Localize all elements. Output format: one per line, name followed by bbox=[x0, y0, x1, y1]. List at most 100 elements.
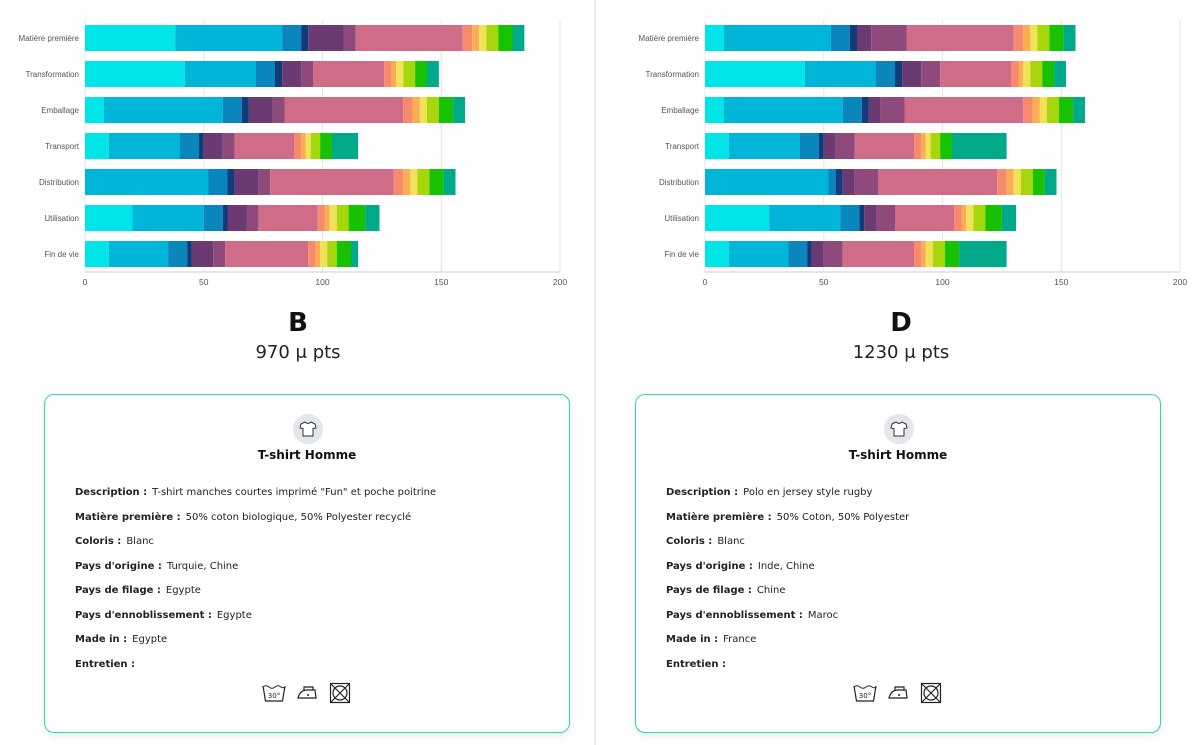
bar-segment[interactable] bbox=[410, 169, 418, 195]
bar-segment[interactable] bbox=[823, 133, 836, 159]
bar-segment[interactable] bbox=[1073, 97, 1085, 123]
bar-segment[interactable] bbox=[1039, 97, 1047, 123]
bar-segment[interactable] bbox=[705, 61, 805, 87]
bar-segment[interactable] bbox=[904, 97, 1024, 123]
bar-segment[interactable] bbox=[227, 205, 247, 231]
bar-segment[interactable] bbox=[258, 205, 318, 231]
bar-segment[interactable] bbox=[1023, 97, 1033, 123]
bar-segment[interactable] bbox=[876, 61, 895, 87]
bar-segment[interactable] bbox=[959, 241, 1007, 267]
bar-segment[interactable] bbox=[282, 61, 302, 87]
bar-segment[interactable] bbox=[308, 25, 344, 51]
bar-segment[interactable] bbox=[275, 61, 283, 87]
bar-segment[interactable] bbox=[1006, 169, 1014, 195]
bar-segment[interactable] bbox=[921, 61, 941, 87]
bar-segment[interactable] bbox=[443, 169, 456, 195]
bar-segment[interactable] bbox=[1049, 25, 1064, 51]
bar-segment[interactable] bbox=[859, 205, 865, 231]
bar-segment[interactable] bbox=[705, 97, 724, 123]
bar-segment[interactable] bbox=[272, 97, 285, 123]
bar-segment[interactable] bbox=[313, 61, 385, 87]
bar-segment[interactable] bbox=[880, 97, 905, 123]
bar-segment[interactable] bbox=[1032, 169, 1045, 195]
bar-segment[interactable] bbox=[819, 133, 824, 159]
bar-segment[interactable] bbox=[384, 61, 392, 87]
bar-segment[interactable] bbox=[849, 25, 857, 51]
bar-segment[interactable] bbox=[1044, 169, 1057, 195]
bar-segment[interactable] bbox=[108, 133, 180, 159]
bar-segment[interactable] bbox=[301, 133, 306, 159]
bar-segment[interactable] bbox=[227, 169, 235, 195]
bar-segment[interactable] bbox=[320, 133, 332, 159]
bar-segment[interactable] bbox=[842, 241, 914, 267]
bar-segment[interactable] bbox=[222, 205, 228, 231]
bar-segment[interactable] bbox=[462, 25, 473, 51]
bar-segment[interactable] bbox=[486, 25, 499, 51]
bar-segment[interactable] bbox=[902, 61, 922, 87]
bar-segment[interactable] bbox=[270, 169, 394, 195]
bar-segment[interactable] bbox=[472, 25, 480, 51]
bar-segment[interactable] bbox=[294, 133, 302, 159]
bar-segment[interactable] bbox=[1063, 25, 1076, 51]
bar-segment[interactable] bbox=[393, 169, 404, 195]
bar-segment[interactable] bbox=[355, 25, 463, 51]
bar-segment[interactable] bbox=[1042, 61, 1055, 87]
bar-segment[interactable] bbox=[1054, 61, 1066, 87]
bar-segment[interactable] bbox=[800, 133, 819, 159]
bar-segment[interactable] bbox=[1047, 97, 1059, 123]
bar-segment[interactable] bbox=[728, 241, 789, 267]
bar-segment[interactable] bbox=[830, 25, 850, 51]
bar-segment[interactable] bbox=[705, 169, 829, 195]
bar-segment[interactable] bbox=[203, 205, 223, 231]
bar-segment[interactable] bbox=[925, 241, 933, 267]
bar-segment[interactable] bbox=[282, 25, 302, 51]
bar-segment[interactable] bbox=[184, 61, 256, 87]
bar-segment[interactable] bbox=[108, 241, 169, 267]
bar-segment[interactable] bbox=[403, 169, 411, 195]
bar-segment[interactable] bbox=[320, 241, 328, 267]
bar-segment[interactable] bbox=[921, 133, 926, 159]
bar-segment[interactable] bbox=[769, 205, 841, 231]
bar-segment[interactable] bbox=[208, 169, 228, 195]
bar-segment[interactable] bbox=[835, 169, 843, 195]
bar-segment[interactable] bbox=[906, 25, 1014, 51]
bar-segment[interactable] bbox=[85, 133, 109, 159]
bar-segment[interactable] bbox=[248, 97, 273, 123]
bar-segment[interactable] bbox=[728, 133, 800, 159]
bar-segment[interactable] bbox=[895, 61, 903, 87]
bar-segment[interactable] bbox=[807, 241, 812, 267]
bar-segment[interactable] bbox=[365, 205, 380, 231]
bar-segment[interactable] bbox=[234, 169, 259, 195]
bar-segment[interactable] bbox=[940, 61, 1012, 87]
bar-segment[interactable] bbox=[258, 169, 271, 195]
bar-segment[interactable] bbox=[246, 205, 259, 231]
bar-segment[interactable] bbox=[842, 97, 862, 123]
bar-segment[interactable] bbox=[403, 61, 416, 87]
bar-segment[interactable] bbox=[724, 25, 831, 51]
bar-segment[interactable] bbox=[823, 241, 843, 267]
bar-segment[interactable] bbox=[315, 241, 321, 267]
bar-segment[interactable] bbox=[85, 61, 185, 87]
bar-segment[interactable] bbox=[895, 205, 955, 231]
bar-segment[interactable] bbox=[985, 205, 1002, 231]
bar-segment[interactable] bbox=[804, 61, 876, 87]
bar-segment[interactable] bbox=[308, 241, 316, 267]
bar-segment[interactable] bbox=[705, 205, 770, 231]
bar-segment[interactable] bbox=[1023, 61, 1031, 87]
bar-segment[interactable] bbox=[396, 61, 404, 87]
bar-segment[interactable] bbox=[175, 25, 283, 51]
bar-segment[interactable] bbox=[871, 25, 907, 51]
bar-segment[interactable] bbox=[512, 25, 525, 51]
bar-segment[interactable] bbox=[284, 97, 404, 123]
bar-segment[interactable] bbox=[1037, 25, 1050, 51]
bar-segment[interactable] bbox=[952, 133, 1007, 159]
bar-segment[interactable] bbox=[835, 133, 855, 159]
bar-segment[interactable] bbox=[301, 25, 309, 51]
bar-segment[interactable] bbox=[256, 61, 275, 87]
bar-segment[interactable] bbox=[305, 133, 311, 159]
bar-segment[interactable] bbox=[1030, 61, 1043, 87]
bar-segment[interactable] bbox=[429, 169, 444, 195]
bar-segment[interactable] bbox=[966, 205, 974, 231]
bar-segment[interactable] bbox=[840, 205, 860, 231]
bar-segment[interactable] bbox=[438, 97, 454, 123]
